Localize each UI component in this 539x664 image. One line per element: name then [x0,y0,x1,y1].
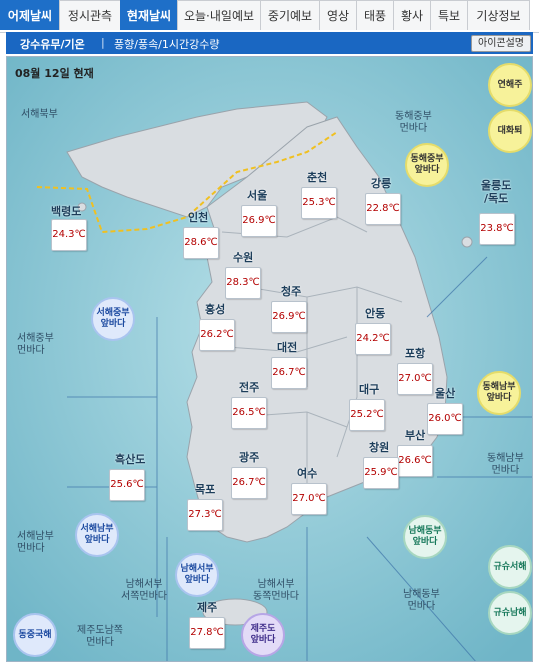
station-name-daejeon: 대전 [277,341,298,354]
station-name-suwon: 수원 [233,251,254,264]
region-namhae-seobu-dongjjok: 남해서부 동쪽먼바다 [253,579,299,602]
station-name-yeosu: 여수 [297,467,318,480]
sea-button-daehwatoe[interactable]: 대화퇴 [488,109,532,153]
station-temp-jeju[interactable]: 27.8℃ [189,617,225,649]
subnav-wind-rain[interactable]: 풍향/풍속/1시간강수량 [114,38,220,51]
region-jeju-namjjok: 제주도남쪽 먼바다 [77,625,123,648]
sea-button-seohae-jungbu-ap[interactable]: 서해중부 앞바다 [91,297,135,341]
tab-typhoon[interactable]: 태풍 [356,0,394,30]
tab-today-tomorrow-forecast[interactable]: 오늘·내일예보 [177,0,261,30]
station-temp-gangneung[interactable]: 22.8℃ [365,193,401,225]
station-temp-chuncheon[interactable]: 25.3℃ [301,187,337,219]
station-name-seoul: 서울 [247,189,268,202]
station-temp-heuksando[interactable]: 25.6℃ [109,469,145,501]
tab-midterm-forecast[interactable]: 중기예보 [260,0,320,30]
station-name-pohang: 포항 [405,347,426,360]
station-name-changwon: 창원 [369,441,390,454]
station-name-jeju: 제주 [197,601,218,614]
station-temp-baengnyeong[interactable]: 24.3℃ [51,219,87,251]
station-temp-cheongju[interactable]: 26.9℃ [271,301,307,333]
sea-button-donghae-jungbu-ap[interactable]: 동해중부 앞바다 [405,143,449,187]
region-seohae-jungbu-meon: 서해중부 먼바다 [17,333,54,356]
weather-map: 08월 12일 현재 서해북부 동해중부 먼바다 서해중부 먼바다 동해남부 먼… [6,56,533,662]
tab-hourly-observation[interactable]: 정시관측 [59,0,121,30]
region-donghae-nambu-meon: 동해남부 먼바다 [487,453,524,476]
tab-warning[interactable]: 특보 [430,0,468,30]
station-name-andong: 안동 [365,307,386,320]
station-name-baengnyeong: 백령도 [51,205,82,218]
sea-button-namhae-seobu-ap[interactable]: 남해서부 앞바다 [175,553,219,597]
station-temp-gwangju[interactable]: 26.7℃ [231,467,267,499]
station-temp-andong[interactable]: 24.2℃ [355,323,391,355]
tab-weather-info[interactable]: 기상정보 [467,0,530,30]
region-namhae-dongbu-meon: 남해동부 먼바다 [403,589,440,612]
station-temp-ulleung[interactable]: 23.8℃ [479,213,515,245]
main-tab-bar: 어제날씨 정시관측 현재날씨 오늘·내일예보 중기예보 영상 태풍 황사 특보 … [0,0,539,33]
tab-yesterday-weather[interactable]: 어제날씨 [0,0,60,30]
sea-button-namhae-dongbu-ap[interactable]: 남해동부 앞바다 [403,515,447,559]
station-name-cheongju: 청주 [281,285,302,298]
station-temp-yeosu[interactable]: 27.0℃ [291,483,327,515]
dmz-line [36,131,338,234]
station-temp-pohang[interactable]: 27.0℃ [397,363,433,395]
station-temp-jeonju[interactable]: 26.5℃ [231,397,267,429]
region-seohae-nambu-meon: 서해남부 먼바다 [17,531,54,554]
sea-button-jeju-ap[interactable]: 제주도 앞바다 [241,613,285,657]
station-temp-hongseong[interactable]: 26.2℃ [199,319,235,351]
station-temp-mokpo[interactable]: 27.3℃ [187,499,223,531]
station-name-gangneung: 강릉 [371,177,392,190]
station-temp-busan[interactable]: 26.6℃ [397,445,433,477]
sea-button-dongjung-gukhae[interactable]: 동중국해 [13,613,57,657]
sub-nav-bar: 강수유무/기온 | 풍향/풍속/1시간강수량 아이콘설명 [6,32,533,54]
station-name-chuncheon: 춘천 [307,171,328,184]
station-temp-suwon[interactable]: 28.3℃ [225,267,261,299]
province-lines [221,216,403,497]
region-namhae-seobu-seojjok: 남해서부 서쪽먼바다 [121,579,167,602]
station-temp-seoul[interactable]: 26.9℃ [241,205,277,237]
station-temp-changwon[interactable]: 25.9℃ [363,457,399,489]
station-temp-incheon[interactable]: 28.6℃ [183,227,219,259]
ulleungdo-island [461,236,473,248]
station-name-hongseong: 홍성 [205,303,226,316]
region-seohae-bukbu: 서해북부 [21,109,58,120]
subnav-precip-temp[interactable]: 강수유무/기온 [20,38,85,51]
station-name-daegu: 대구 [359,383,380,396]
station-name-heuksando: 흑산도 [115,453,146,466]
sea-button-donghae-nambu-ap[interactable]: 동해남부 앞바다 [477,371,521,415]
baengnyeong-island [77,202,87,212]
tab-video[interactable]: 영상 [319,0,357,30]
station-temp-daejeon[interactable]: 26.7℃ [271,357,307,389]
station-name-ulleung: 울릉도 /독도 [481,179,512,205]
map-graphic [7,57,532,661]
subnav-separator: | [101,36,105,49]
sea-button-gyusu-namhae[interactable]: 규슈남해 [488,591,532,635]
tab-yellow-dust[interactable]: 황사 [393,0,431,30]
station-name-incheon: 인천 [188,211,209,224]
region-donghae-jungbu-meon: 동해중부 먼바다 [395,111,432,134]
tab-current-weather[interactable]: 현재날씨 [120,0,178,30]
station-temp-ulsan[interactable]: 26.0℃ [427,403,463,435]
station-temp-daegu[interactable]: 25.2℃ [349,399,385,431]
sea-button-seohae-nambu-ap[interactable]: 서해남부 앞바다 [75,513,119,557]
station-name-gwangju: 광주 [239,451,260,464]
station-name-ulsan: 울산 [435,387,456,400]
station-name-mokpo: 목포 [195,483,216,496]
date-label: 08월 12일 현재 [15,67,94,80]
sea-button-gyusu-seohae[interactable]: 규슈서해 [488,545,532,589]
icon-legend-button[interactable]: 아이콘설명 [471,35,531,52]
sea-button-yeonhaeju[interactable]: 연해주 [488,63,532,107]
station-name-jeonju: 전주 [239,381,260,394]
station-name-busan: 부산 [405,429,426,442]
